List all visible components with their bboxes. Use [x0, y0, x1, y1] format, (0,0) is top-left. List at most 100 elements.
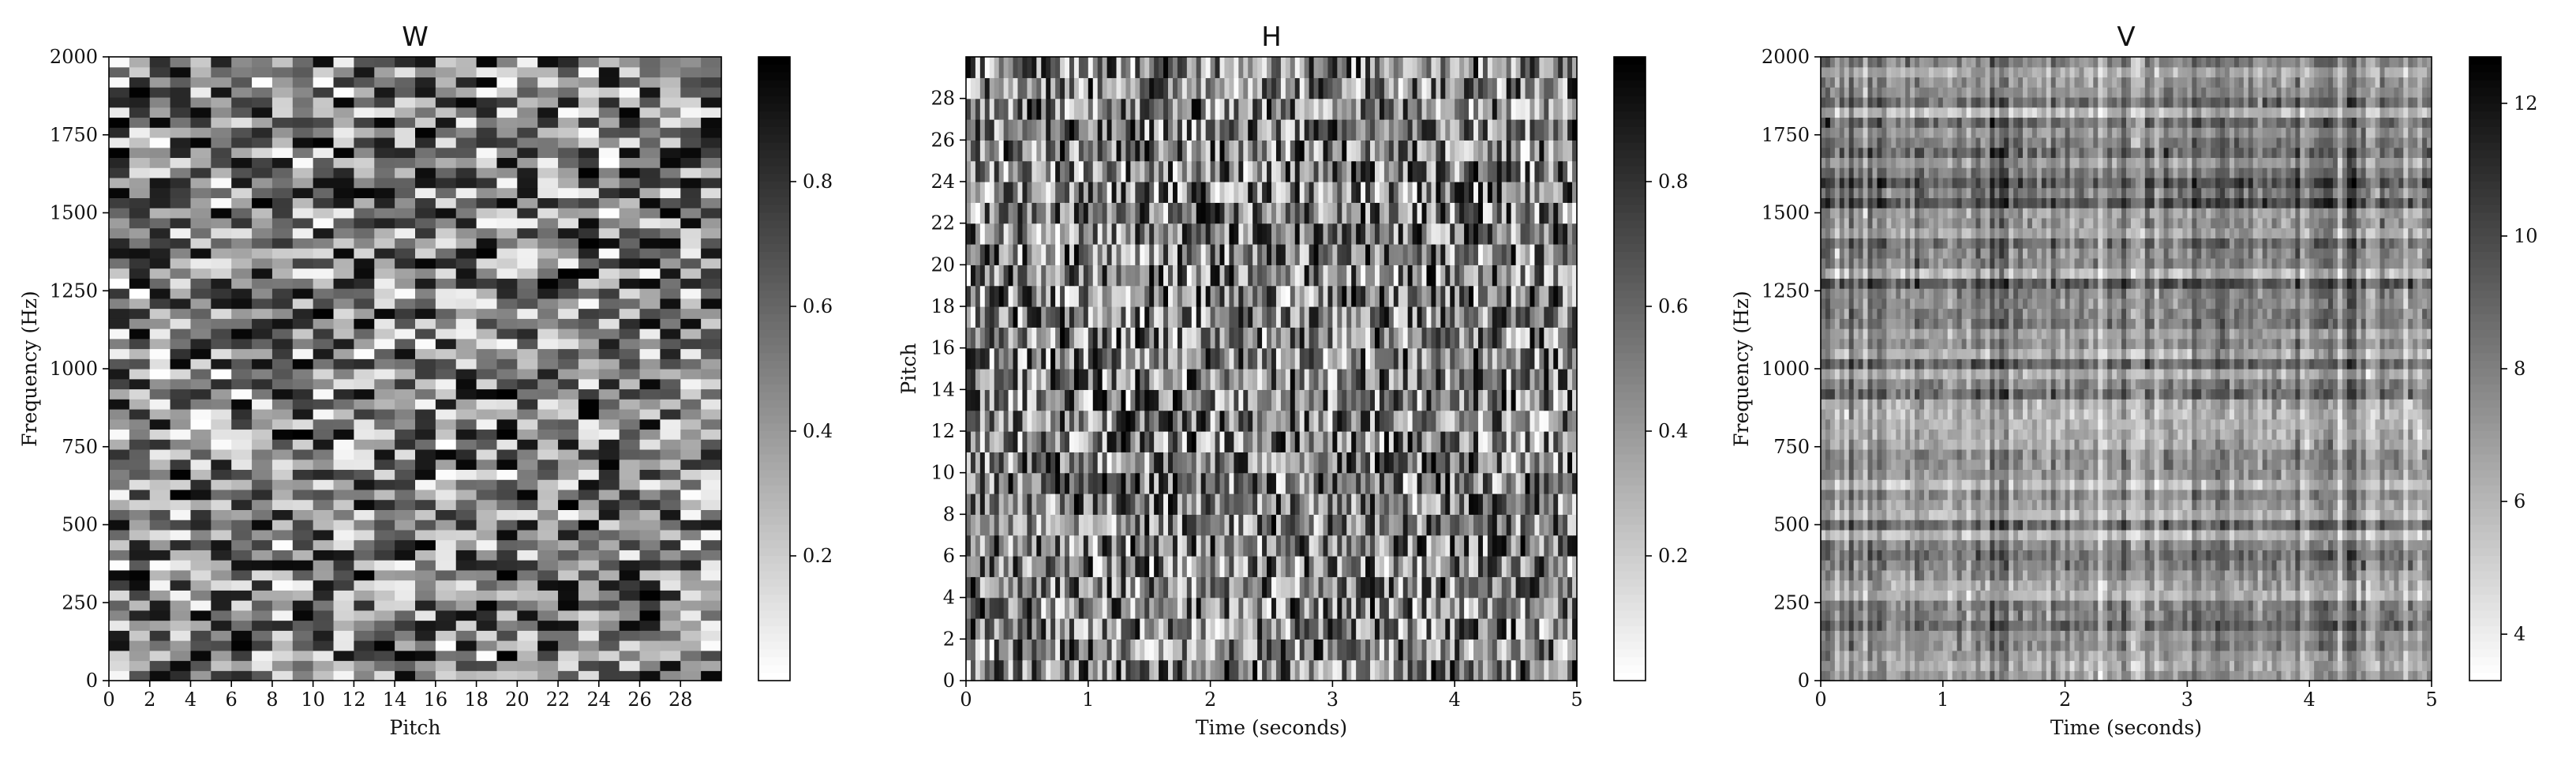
heatmap-cell: [231, 318, 253, 329]
heatmap-cell: [1219, 514, 1226, 536]
heatmap-cell: [1388, 223, 1395, 245]
heatmap-cell: [231, 489, 253, 501]
heatmap-cell: [1163, 556, 1169, 577]
heatmap-cell: [578, 167, 600, 178]
heatmap-cell: [1252, 514, 1258, 536]
heatmap-cell: [1013, 597, 1019, 619]
heatmap-cell: [1398, 369, 1404, 390]
heatmap-cell: [1534, 431, 1540, 452]
heatmap-cell: [313, 640, 335, 651]
heatmap-cell: [1450, 265, 1455, 287]
heatmap-cell: [660, 560, 681, 571]
heatmap-cell: [1455, 597, 1460, 619]
heatmap-cell: [1299, 244, 1305, 265]
heatmap-cell: [517, 499, 538, 510]
heatmap-cell: [660, 539, 681, 550]
heatmap-cell: [537, 127, 559, 138]
heatmap-cell: [1140, 244, 1145, 265]
heatmap-cell: [435, 378, 457, 390]
heatmap-cell: [1285, 556, 1291, 577]
heatmap-cell: [1243, 576, 1249, 599]
heatmap-cell: [1135, 514, 1140, 536]
heatmap-cell: [558, 418, 579, 430]
heatmap-cell: [537, 388, 559, 400]
heatmap-cell: [1525, 265, 1531, 287]
heatmap-cell: [271, 147, 294, 159]
heatmap-cell: [1496, 327, 1503, 349]
heatmap-cell: [1219, 389, 1226, 411]
heatmap-cell: [1172, 347, 1178, 370]
heatmap-cell: [109, 177, 130, 189]
heatmap-cell: [1421, 431, 1428, 452]
heatmap-cell: [252, 489, 273, 501]
heatmap-cell: [1036, 347, 1042, 370]
heatmap-cell: [252, 187, 273, 198]
heatmap-cell: [149, 469, 171, 480]
heatmap-cell: [1440, 369, 1446, 390]
heatmap-cell: [292, 650, 314, 662]
heatmap-cell: [1078, 369, 1084, 390]
heatmap-cell: [1092, 327, 1099, 349]
heatmap-cell: [619, 670, 641, 681]
heatmap-cell: [1234, 472, 1239, 494]
heatmap-cell: [1398, 347, 1404, 370]
heatmap-cell: [313, 338, 335, 350]
heatmap-cell: [1567, 597, 1573, 619]
heatmap-cell: [333, 520, 354, 531]
heatmap-cell: [598, 569, 620, 581]
heatmap-cell: [1506, 182, 1512, 203]
heatmap-cell: [1060, 452, 1065, 474]
heatmap-cell: [129, 137, 151, 148]
heatmap-cell: [1229, 431, 1234, 452]
heatmap-cell: [455, 439, 477, 450]
heatmap-cell: [1379, 514, 1385, 536]
heatmap-cell: [1290, 327, 1296, 349]
heatmap-cell: [1402, 535, 1409, 557]
heatmap-cell: [1548, 618, 1554, 640]
heatmap-cell: [109, 479, 130, 490]
heatmap-cell: [1459, 306, 1465, 328]
heatmap-cell: [415, 640, 436, 651]
heatmap-cell: [1083, 244, 1089, 265]
heatmap-cell: [1553, 389, 1559, 411]
heatmap-cell: [455, 87, 477, 98]
heatmap-cell: [415, 208, 436, 219]
heatmap-cell: [476, 369, 498, 380]
heatmap-cell: [1177, 202, 1183, 224]
heatmap-cell: [435, 288, 457, 299]
heatmap-cell: [1083, 182, 1089, 203]
heatmap-cell: [415, 358, 436, 370]
heatmap-cell: [558, 610, 579, 621]
heatmap-cell: [639, 187, 661, 198]
heatmap-cell: [252, 660, 273, 671]
heatmap-cell: [170, 670, 192, 681]
heatmap-cell: [1257, 618, 1263, 640]
heatmap-cell: [660, 208, 681, 219]
heatmap-cell: [1215, 202, 1221, 224]
heatmap-cell: [476, 479, 498, 490]
heatmap-cell: [1393, 347, 1399, 370]
heatmap-cell: [1060, 597, 1065, 619]
heatmap-cell: [1299, 369, 1305, 390]
heatmap-cell: [989, 535, 995, 557]
heatmap-cell: [1548, 597, 1554, 619]
heatmap-cell: [211, 590, 232, 601]
heatmap-cell: [1069, 618, 1075, 640]
heatmap-cell: [1060, 410, 1065, 432]
heatmap-cell: [1243, 618, 1249, 640]
heatmap-cell: [1003, 472, 1009, 494]
heatmap-cell: [1440, 659, 1446, 681]
heatmap-cell: [975, 639, 981, 661]
heatmap-cell: [252, 288, 273, 299]
heatmap-cell: [970, 244, 976, 265]
heatmap-cell: [1238, 389, 1244, 411]
heatmap-cell: [1440, 265, 1446, 287]
heatmap-cell: [1130, 265, 1136, 287]
heatmap-cell: [1469, 556, 1474, 577]
heatmap-cell: [1450, 452, 1455, 474]
heatmap-cell: [1299, 389, 1305, 411]
heatmap-cell: [395, 227, 416, 238]
heatmap-cell: [1205, 472, 1211, 494]
heatmap-cell: [1140, 285, 1145, 307]
heatmap-cell: [1210, 369, 1216, 390]
